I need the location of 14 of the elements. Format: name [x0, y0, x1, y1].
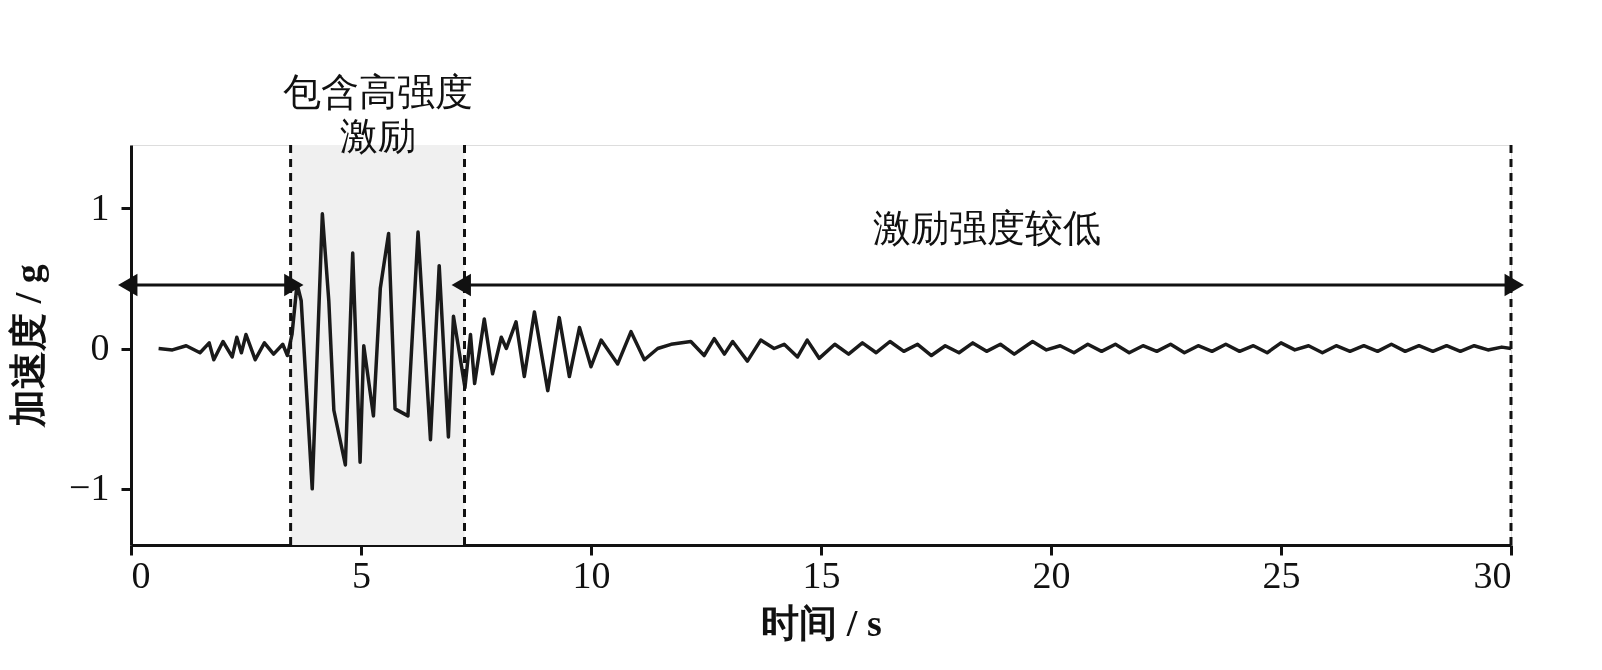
annotation: 激励强度较低: [872, 207, 1101, 249]
x-tick-label: 10: [572, 553, 611, 596]
y-tick-label: −1: [69, 466, 110, 509]
x-tick-label: 25: [1262, 553, 1301, 596]
x-tick-label: 30: [1473, 553, 1512, 596]
y-axis-title: 加速度 / g: [7, 264, 50, 428]
y-tick-label: 0: [90, 326, 110, 369]
band-label: 包含高强度激励: [282, 71, 473, 157]
x-tick-label: 5: [352, 553, 371, 596]
x-axis-title: 时间 / s: [761, 601, 882, 644]
x-tick-label: 15: [802, 553, 841, 596]
x-tick-label: 0: [131, 553, 151, 596]
y-tick-label: 1: [90, 185, 110, 228]
x-tick-label: 20: [1032, 553, 1071, 596]
